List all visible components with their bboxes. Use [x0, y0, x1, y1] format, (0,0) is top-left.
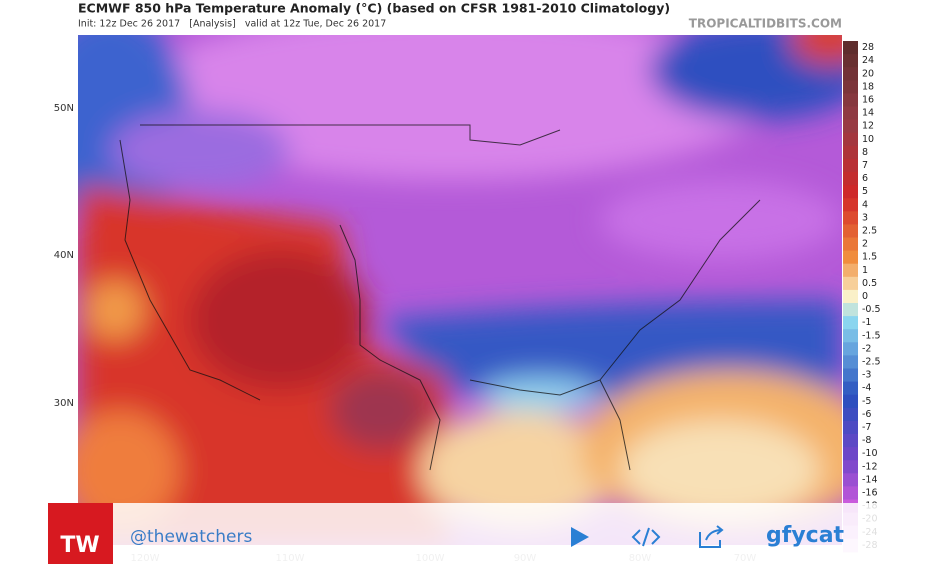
colorbar-swatch: [843, 276, 858, 291]
colorbar-swatch: [843, 329, 858, 343]
colorbar-label: 10: [862, 134, 874, 145]
colorbar-swatch: [843, 316, 858, 330]
share-button[interactable]: [699, 525, 724, 548]
play-button[interactable]: [571, 527, 589, 547]
colorbar-swatch: [843, 250, 858, 265]
overlay-bar: [48, 503, 888, 564]
lat-label: 40N: [54, 250, 74, 261]
colorbar-swatch: [843, 93, 858, 107]
map: [78, 35, 842, 545]
colorbar-swatch: [843, 185, 858, 199]
colorbar-swatch: [843, 381, 858, 396]
colorbar-label: -2.5: [862, 356, 881, 367]
colorbar-label: 16: [862, 94, 874, 105]
colorbar-label: 8: [862, 147, 868, 158]
colorbar-swatch: [843, 172, 858, 186]
colorbar-label: 24: [862, 55, 874, 66]
colorbar-swatch: [843, 145, 858, 160]
subtitle: Init: 12z Dec 26 2017 [Analysis] valid a…: [78, 19, 386, 30]
colorbar-label: -1: [862, 317, 871, 328]
colorbar-swatch: [843, 54, 858, 68]
colorbar-label: 3: [862, 212, 868, 223]
colorbar-label: 5: [862, 186, 868, 197]
brand[interactable]: gfycat: [766, 523, 845, 548]
colorbar-swatch: [843, 434, 858, 448]
colorbar-swatch: [843, 289, 858, 304]
colorbar-swatch: [843, 447, 858, 461]
colorbar-swatch: [843, 355, 858, 369]
colorbar-label: 28: [862, 42, 874, 53]
colorbar-label: -1.5: [862, 330, 881, 341]
handle[interactable]: @thewatchers: [130, 527, 252, 547]
colorbar-swatch: [843, 394, 858, 409]
colorbar-swatch: [843, 119, 858, 134]
colorbar-label: -10: [862, 448, 878, 459]
colorbar-label: -5: [862, 396, 871, 407]
colorbar-swatch: [843, 80, 858, 94]
colorbar-label: 0: [862, 291, 868, 302]
embed-button[interactable]: [631, 527, 661, 547]
colorbar-label: 4: [862, 199, 868, 210]
colorbar-swatch: [843, 420, 858, 435]
colorbar-label: -3: [862, 370, 871, 381]
colorbar-swatch: [843, 132, 858, 147]
colorbar: 28 24 20 18 16 14 12 10 8 7 6 5 4 3 2.5 2 1.5 1 0.5 0 -0.5 -1…: [843, 41, 881, 553]
colorbar-label: 12: [862, 121, 874, 132]
colorbar-label: 6: [862, 173, 868, 184]
logo-text: TW: [60, 533, 99, 558]
colorbar-label: -12: [862, 461, 878, 472]
colorbar-label: -14: [862, 474, 878, 485]
colorbar-label: 2: [862, 239, 868, 250]
colorbar-swatch: [843, 237, 858, 252]
colorbar-label: 7: [862, 160, 868, 171]
colorbar-label: 1: [862, 265, 868, 276]
lat-label: 30N: [54, 398, 74, 409]
lat-label: 50N: [54, 103, 74, 114]
colorbar-label: -2: [862, 343, 871, 354]
colorbar-label: -6: [862, 409, 871, 420]
title: ECMWF 850 hPa Temperature Anomaly (°C) (…: [78, 1, 670, 16]
site-name: TROPICALTIDBITS.COM: [689, 17, 842, 31]
colorbar-swatch: [843, 211, 858, 225]
colorbar-swatch: [843, 158, 858, 173]
colorbar-label: 18: [862, 81, 874, 92]
colorbar-swatch: [843, 473, 858, 487]
colorbar-label: -7: [862, 422, 871, 433]
logo-box: [48, 503, 113, 564]
colorbar-label: -0.5: [862, 304, 881, 315]
colorbar-label: 1.5: [862, 252, 877, 263]
colorbar-label: -8: [862, 435, 871, 446]
colorbar-label: 2.5: [862, 225, 877, 236]
colorbar-label: -16: [862, 487, 878, 498]
colorbar-swatch: [843, 303, 858, 317]
colorbar-label: 20: [862, 68, 874, 79]
colorbar-swatch: [843, 368, 858, 383]
colorbar-swatch: [843, 486, 858, 500]
colorbar-swatch: [843, 106, 858, 121]
colorbar-swatch: [843, 263, 858, 278]
colorbar-label: 0.5: [862, 278, 877, 289]
colorbar-swatch: [843, 41, 858, 55]
colorbar-swatch: [843, 224, 858, 238]
colorbar-swatch: [843, 67, 858, 81]
colorbar-label: -4: [862, 383, 871, 394]
colorbar-swatch: [843, 460, 858, 474]
colorbar-swatch: [843, 198, 858, 212]
colorbar-swatch: [843, 407, 858, 422]
colorbar-label: 14: [862, 108, 874, 119]
colorbar-swatch: [843, 342, 858, 356]
